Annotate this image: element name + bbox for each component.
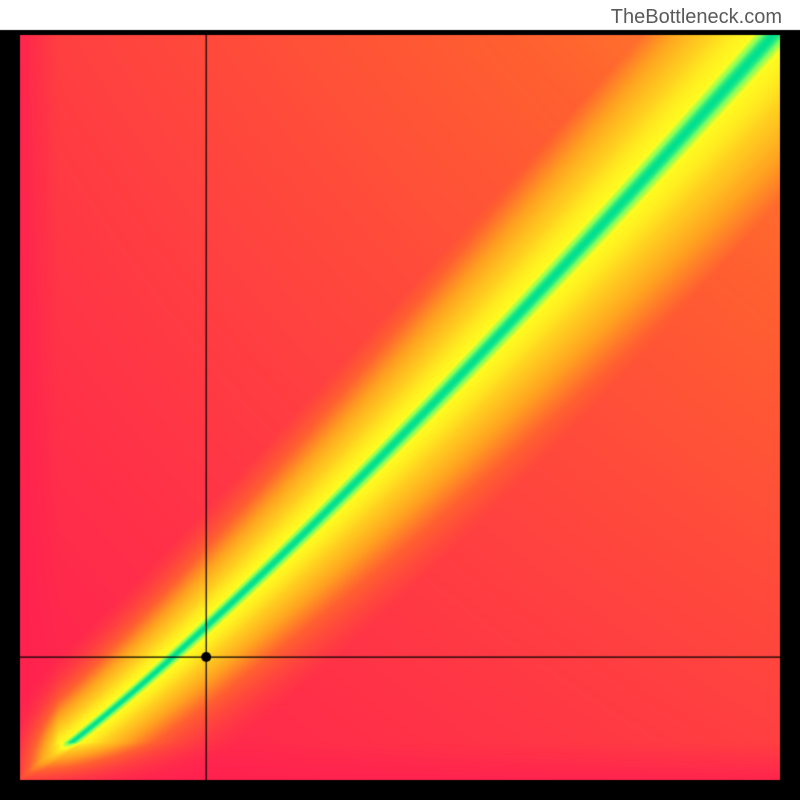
bottleneck-heatmap	[0, 0, 800, 800]
attribution-text: TheBottleneck.com	[611, 6, 782, 29]
chart-container: TheBottleneck.com	[0, 0, 800, 800]
